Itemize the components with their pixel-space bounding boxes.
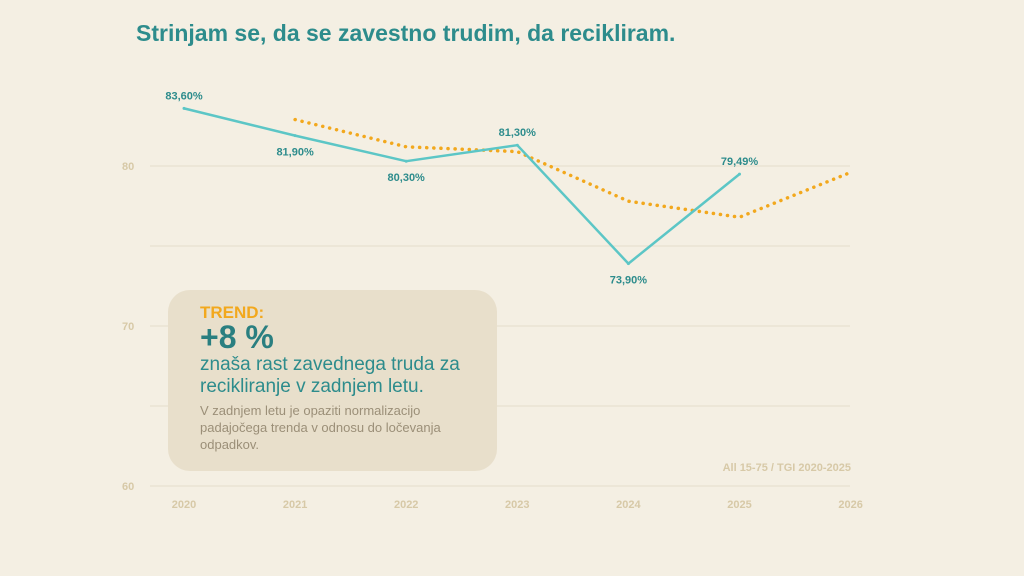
- x-tick-label: 2022: [394, 499, 418, 511]
- source-note: All 15-75 / TGI 2020-2025: [723, 462, 851, 474]
- chart-title: Strinjam se, da se zavestno trudim, da r…: [136, 20, 676, 46]
- data-point: [293, 134, 297, 138]
- trend-callout: TREND: +8 % znaša rast zavednega truda z…: [168, 290, 497, 471]
- trend-description: znaša rast zavednega truda za recikliran…: [200, 354, 460, 397]
- actual-series-line: [183, 107, 741, 265]
- y-tick-label: 70: [122, 321, 134, 333]
- trend-series-line: [293, 117, 853, 219]
- y-tick-label: 80: [122, 161, 134, 173]
- data-point: [404, 159, 408, 163]
- x-tick-label: 2024: [616, 499, 641, 511]
- data-label: 80,30%: [388, 172, 426, 184]
- data-label: 83,60%: [165, 90, 203, 102]
- data-point: [738, 172, 741, 176]
- x-tick-label: 2026: [838, 499, 862, 511]
- data-point: [515, 143, 519, 147]
- trend-note: V zadnjem letu je opaziti normalizacijo …: [200, 403, 441, 452]
- trend-label: TREND:: [200, 303, 265, 322]
- trend-value: +8 %: [200, 319, 274, 355]
- x-tick-label: 2023: [505, 499, 529, 511]
- data-point: [182, 106, 186, 110]
- data-point: [626, 262, 630, 266]
- data-label: 81,30%: [499, 127, 537, 139]
- data-label: 73,90%: [610, 275, 648, 287]
- data-label: 79,49%: [721, 156, 759, 168]
- data-label: 81,90%: [276, 147, 314, 159]
- y-tick-label: 60: [122, 481, 134, 493]
- x-tick-label: 2025: [727, 499, 751, 511]
- x-tick-label: 2020: [172, 499, 196, 511]
- x-tick-label: 2021: [283, 499, 307, 511]
